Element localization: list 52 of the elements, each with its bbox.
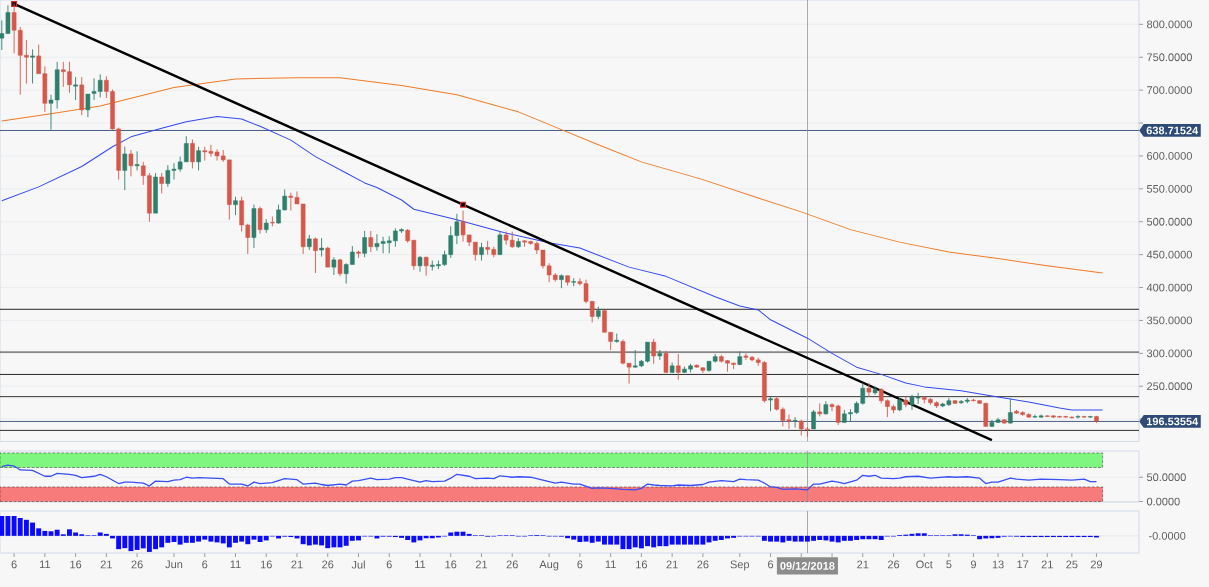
y-tick-label: 350.0000 [1146,316,1192,325]
x-tick-label: 26 [506,560,518,569]
x-tick-label: 16 [70,560,82,569]
x-tick-label: Jun [165,560,183,569]
y-tick-label: 0.0000 [1146,497,1180,506]
x-tick-label: 26 [322,560,334,569]
x-tick-label: 25 [1066,560,1078,569]
x-tick-label: 16 [636,560,648,569]
x-tick-label: 6 [202,560,208,569]
ref-line-label: 638.71524 [1146,126,1199,135]
y-tick-label: 300.0000 [1146,349,1192,358]
x-tick-label: 21 [100,560,112,569]
x-tick-label: Aug [539,560,559,571]
x-tick-label: 11 [39,560,51,569]
x-tick-label: Oct [916,560,933,569]
y-tick-label: 250.0000 [1147,382,1192,391]
x-tick-label: 16 [445,560,457,569]
x-tick-label: 9 [970,560,977,569]
x-tick-label: 6 [577,560,583,569]
x-tick-label: 21 [666,560,678,569]
x-tick-label: 11 [415,560,426,569]
x-tick-label: 6 [768,560,774,569]
y-tick-label: 700.0000 [1147,86,1192,95]
y-tick-label: 500.0000 [1146,217,1192,226]
x-tick-label: 21 [1041,560,1053,569]
ref-line-label: -0.0000 [1149,531,1186,540]
x-tick-label: Sep [730,560,750,571]
y-tick-label: 550.0000 [1146,184,1192,193]
x-tick-label: 11 [230,560,241,569]
ref-line-label: 196.53554 [1146,417,1199,426]
x-tick-label: 11 [605,560,616,569]
x-tick-label: 16 [260,560,272,569]
y-tick-label: 800.0000 [1147,20,1192,29]
y-tick-label: 450.0000 [1146,250,1192,259]
y-tick-label: 750.0000 [1147,53,1192,62]
y-tick-label: 50.0000 [1146,473,1186,482]
y-tick-label: 600.0000 [1147,152,1192,160]
x-tick-label: 17 [1017,560,1029,569]
x-tick-label: 13 [992,560,1004,569]
x-tick-label: 26 [131,560,143,569]
ref-line-label: 09/12/2018 [780,561,835,570]
x-tick-label: 21 [475,560,488,569]
x-tick-label: Jul [351,560,365,569]
y-tick-label: 400.0000 [1146,283,1192,292]
x-tick-label: 26 [887,560,900,569]
x-tick-label: 6 [11,560,17,569]
x-tick-label: 5 [946,560,952,569]
x-tick-label: 6 [386,560,392,569]
x-tick-label: 26 [697,560,709,569]
x-tick-label: 29 [1090,560,1103,569]
x-tick-label: 21 [857,560,869,569]
x-tick-label: 21 [291,560,303,569]
